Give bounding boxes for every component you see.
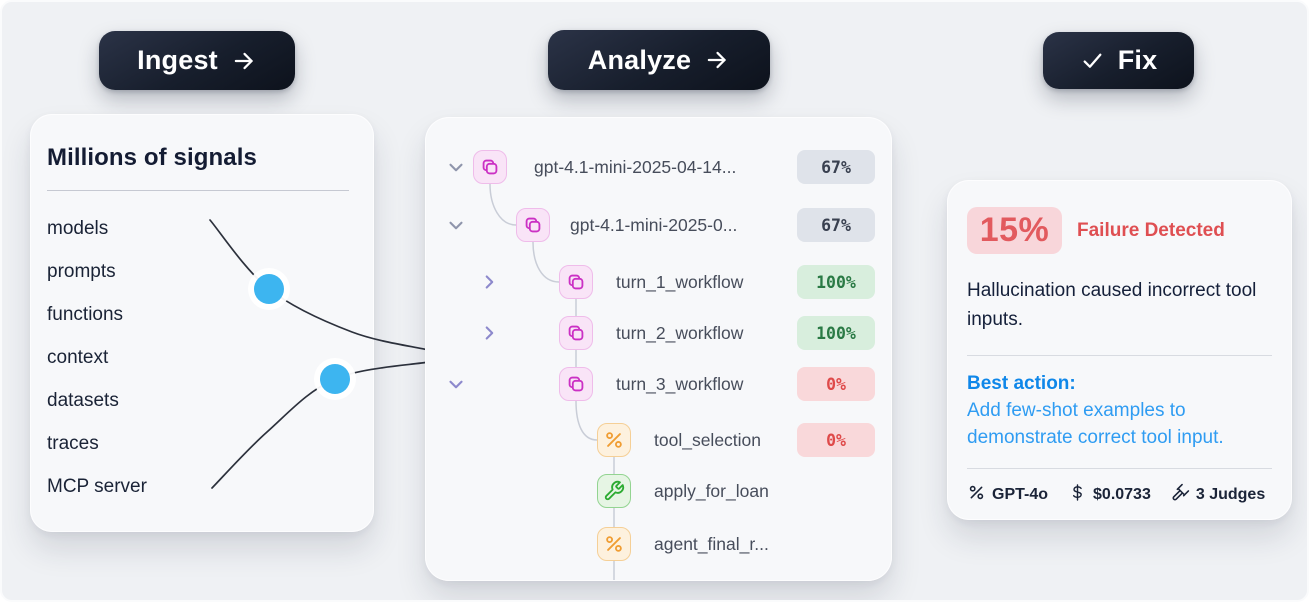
analyze-button[interactable]: Analyze bbox=[548, 30, 770, 90]
tree-node-label[interactable]: gpt-4.1-mini-2025-0... bbox=[570, 215, 738, 235]
divider bbox=[967, 467, 1272, 469]
arrow-right-icon bbox=[231, 48, 257, 74]
signals-card-title: Millions of signals bbox=[47, 144, 257, 171]
workflow-icon[interactable] bbox=[559, 367, 593, 401]
score-badge: 100% bbox=[797, 265, 875, 299]
best-action-link[interactable]: Add few-shot examples to demonstrate cor… bbox=[967, 399, 1224, 449]
failure-analysis-card: 15% Failure Detected Hallucination cause… bbox=[947, 180, 1292, 520]
ingest-button[interactable]: Ingest bbox=[99, 31, 295, 90]
tree-node-label[interactable]: gpt-4.1-mini-2025-04-14... bbox=[534, 157, 737, 177]
score-badge: 0% bbox=[797, 367, 875, 401]
best-action-label: Best action: bbox=[967, 372, 1076, 394]
fix-button[interactable]: Fix bbox=[1043, 32, 1194, 89]
chevron-down-icon[interactable] bbox=[443, 150, 469, 184]
workflow-icon[interactable] bbox=[559, 265, 593, 299]
signals-list: models prompts functions context dataset… bbox=[47, 214, 348, 515]
workflow-icon[interactable] bbox=[516, 208, 550, 242]
fix-card-footer: GPT-4o $0.0733 3 Judges bbox=[967, 483, 1272, 507]
analyze-button-label: Analyze bbox=[587, 44, 692, 75]
signal-item-models: models bbox=[47, 218, 109, 239]
cost-value: $0.0733 bbox=[1093, 485, 1151, 503]
signal-item-prompts: prompts bbox=[47, 261, 116, 282]
waypoints-icon[interactable] bbox=[597, 527, 631, 561]
signals-card: Millions of signals models prompts funct… bbox=[30, 114, 374, 532]
judges-meta: 3 Judges bbox=[1171, 483, 1265, 507]
arrow-right-icon bbox=[704, 47, 730, 73]
judges-count: 3 Judges bbox=[1195, 485, 1266, 503]
tree-node-label[interactable]: tool_selection bbox=[654, 430, 762, 450]
failure-rate-badge: 15% bbox=[967, 207, 1062, 254]
signal-item-datasets: datasets bbox=[47, 390, 119, 411]
workflow-icon[interactable] bbox=[559, 316, 593, 350]
tree-node-label[interactable]: turn_3_workflow bbox=[616, 374, 744, 394]
chevron-down-icon[interactable] bbox=[443, 367, 469, 401]
signal-item-traces: traces bbox=[47, 433, 99, 454]
ingest-button-label: Ingest bbox=[137, 45, 218, 75]
model-meta: GPT-4o bbox=[967, 483, 1048, 507]
signal-item-context: context bbox=[47, 347, 109, 368]
signal-item-mcp-server: MCP server bbox=[47, 476, 147, 497]
divider bbox=[47, 190, 349, 191]
chevron-down-icon[interactable] bbox=[443, 208, 469, 242]
gavel-icon bbox=[1171, 483, 1190, 507]
score-badge: 67% bbox=[797, 150, 875, 184]
waypoints-icon bbox=[967, 483, 986, 507]
score-badge: 0% bbox=[797, 423, 875, 457]
fix-button-label: Fix bbox=[1117, 45, 1158, 75]
workflow-tree-card: gpt-4.1-mini-2025-04-14... 67% gpt-4.1-m… bbox=[425, 117, 892, 581]
signal-item-functions: functions bbox=[47, 304, 124, 325]
dollar-icon bbox=[1068, 483, 1087, 507]
divider bbox=[967, 354, 1272, 356]
check-icon bbox=[1080, 48, 1105, 73]
tree-node-label[interactable]: agent_final_r... bbox=[654, 534, 769, 554]
tree-node-label[interactable]: turn_2_workflow bbox=[616, 323, 744, 343]
score-badge: 67% bbox=[797, 208, 875, 242]
tree-connector-lines bbox=[489, 183, 615, 580]
tree-node-label[interactable]: turn_1_workflow bbox=[616, 272, 744, 292]
score-badge: 100% bbox=[797, 316, 875, 350]
chevron-right-icon[interactable] bbox=[476, 265, 502, 299]
tree-node-label[interactable]: apply_for_loan bbox=[654, 481, 769, 501]
wrench-icon[interactable] bbox=[597, 474, 631, 508]
waypoints-icon[interactable] bbox=[597, 423, 631, 457]
model-name: GPT-4o bbox=[992, 485, 1049, 503]
failure-description: Hallucination caused incorrect tool inpu… bbox=[967, 280, 1257, 331]
workflow-icon[interactable] bbox=[473, 150, 507, 184]
failure-detected-label: Failure Detected bbox=[1077, 219, 1225, 241]
chevron-right-icon[interactable] bbox=[476, 316, 502, 350]
cost-meta: $0.0733 bbox=[1068, 483, 1151, 507]
